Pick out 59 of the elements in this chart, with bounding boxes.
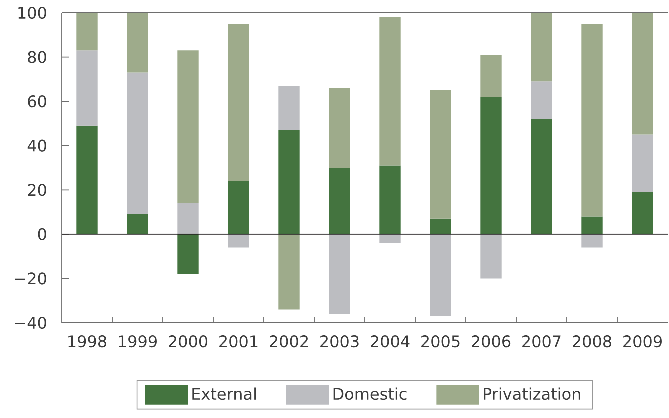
bar: [531, 82, 552, 120]
x-tick-label: 2009: [624, 336, 662, 348]
x-tick-label: 1999: [119, 336, 157, 348]
x-tick-label: 2008: [573, 336, 612, 348]
legend-label: External: [192, 388, 256, 400]
bar: [380, 234, 401, 244]
y-tick-label: −40: [15, 316, 46, 330]
bar: [329, 88, 350, 168]
bar: [178, 234, 199, 274]
bar: [278, 234, 300, 310]
bar: [582, 234, 603, 248]
y-tick-label: −20: [15, 272, 46, 285]
bar: [278, 130, 300, 234]
bar: [632, 13, 654, 135]
x-tick-label: 2004: [371, 336, 410, 348]
bar: [480, 55, 502, 98]
bar: [430, 218, 452, 234]
x-tick-label: 2002: [270, 336, 308, 348]
y-tick-label: 20: [28, 184, 46, 196]
bar: [127, 72, 148, 214]
bar: [329, 234, 350, 314]
bar: [329, 168, 350, 234]
x-tick-label: 1998: [68, 336, 106, 348]
bar: [228, 234, 250, 248]
legend-label: Privatization: [484, 388, 580, 400]
bar: [380, 17, 401, 166]
bar: [480, 97, 502, 234]
x-tick-label: 2007: [522, 336, 561, 348]
bar: [76, 126, 98, 234]
bar: [76, 13, 98, 51]
bar: [228, 181, 250, 234]
bar: [582, 24, 603, 217]
bar: [632, 134, 654, 192]
y-tick-label: 0: [38, 228, 46, 240]
bar: [127, 13, 148, 73]
bar: [430, 90, 452, 219]
bar: [531, 13, 552, 82]
bar: [178, 203, 199, 234]
bar: [278, 86, 300, 130]
bar: [380, 166, 401, 234]
bar: [178, 50, 199, 204]
x-tick-label: 2005: [422, 336, 460, 348]
bar: [76, 50, 98, 126]
bar: [480, 234, 502, 279]
x-tick-label: 2001: [220, 336, 258, 348]
bar: [127, 214, 148, 234]
y-tick-label: 40: [28, 140, 46, 152]
bar: [632, 192, 654, 234]
x-tick-label: 2006: [472, 336, 511, 348]
x-tick-label: 2000: [169, 336, 208, 348]
legend-label: Domestic: [334, 388, 407, 400]
x-tick-label: 2003: [320, 336, 359, 348]
y-tick-label: 100: [18, 6, 46, 20]
y-tick-label: 60: [28, 96, 46, 108]
bar: [228, 24, 250, 182]
y-tick-label: 80: [28, 51, 46, 64]
bar: [531, 119, 552, 234]
bar: [582, 216, 603, 234]
bar: [430, 234, 452, 316]
